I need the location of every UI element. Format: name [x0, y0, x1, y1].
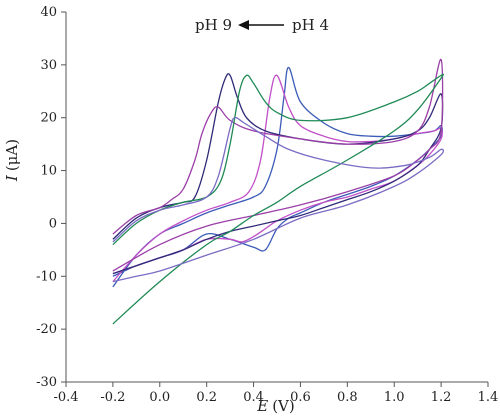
x-axis-variable: E	[256, 397, 268, 415]
x-tick-label: 1.0	[384, 390, 405, 405]
y-tick-label: 10	[40, 164, 57, 179]
ph-annotation: pH 9 pH 4	[195, 16, 329, 34]
x-ticks: -0.4 -0.2 0.0 0.2 0.4 0.6 0.8 1.0 1.2 1.4	[53, 382, 498, 405]
x-tick-label: 1.4	[478, 390, 499, 405]
y-tick-label: 0	[49, 216, 57, 231]
y-tick-label: 40	[40, 5, 57, 20]
axes	[65, 12, 488, 383]
x-tick-label: 0.6	[290, 390, 311, 405]
x-tick-label: 0.2	[196, 390, 217, 405]
y-tick-label: 20	[40, 111, 57, 126]
voltammogram-curve-1	[112, 66, 443, 288]
x-tick-label: 0.8	[337, 390, 358, 405]
voltammogram-curve-4	[112, 58, 444, 272]
voltammogram-curve-3	[112, 73, 444, 275]
y-tick-label: 30	[40, 58, 57, 73]
y-tick-label: -30	[36, 375, 57, 390]
x-tick-label: -0.2	[100, 390, 125, 405]
y-axis-title: I (μA)	[3, 139, 21, 182]
x-tick-label: 0.4	[243, 390, 264, 405]
annotation-right-label: pH 4	[292, 16, 329, 34]
y-axis-variable: I	[3, 174, 21, 182]
series-layer	[112, 58, 444, 325]
x-axis-title: E (V)	[256, 397, 295, 415]
y-tick-label: -20	[36, 322, 57, 337]
voltammogram-curve-6	[112, 116, 444, 283]
x-tick-label: -0.4	[53, 390, 78, 405]
x-axis-unit: (V)	[272, 397, 295, 415]
annotation-left-label: pH 9	[195, 16, 232, 34]
x-tick-label: 0.0	[149, 390, 170, 405]
y-ticks: -30 -20 -10 0 10 20 30 40	[36, 5, 66, 390]
x-tick-label: 1.2	[431, 390, 452, 405]
annotation-arrow-head	[238, 20, 249, 30]
y-axis-unit: (μA)	[3, 139, 21, 171]
voltammogram-curve-2	[112, 74, 443, 283]
y-tick-label: -10	[36, 269, 57, 284]
voltammogram-curve-5	[112, 73, 444, 325]
